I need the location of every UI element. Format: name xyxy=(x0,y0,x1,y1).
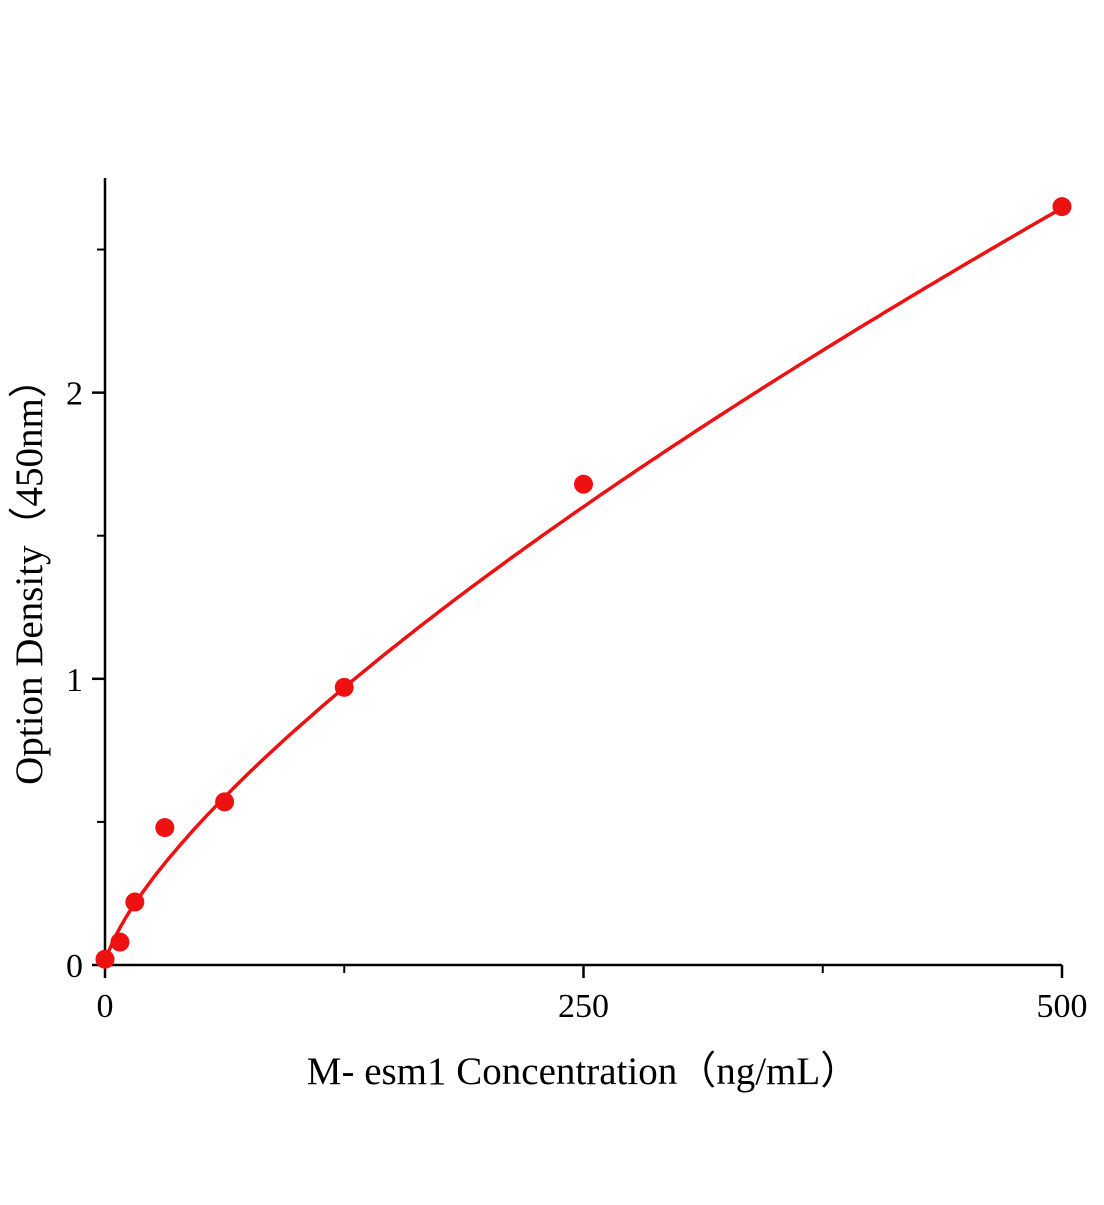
y-tick-label: 1 xyxy=(66,662,83,699)
data-point xyxy=(215,792,235,812)
data-point xyxy=(334,677,354,697)
y-tick-label: 0 xyxy=(66,948,83,985)
plot-area: 0 250 500 0 1 2 xyxy=(66,178,1088,1025)
y-axis-title: Option Density（450nm） xyxy=(8,359,51,785)
data-point xyxy=(574,474,593,494)
x-tick-label: 0 xyxy=(97,988,114,1025)
data-point xyxy=(1052,197,1072,217)
data-point xyxy=(125,892,145,912)
data-point xyxy=(110,932,130,952)
y-tick-label: 2 xyxy=(66,376,83,413)
x-axis-title: M- esm1 Concentration（ng/mL） xyxy=(307,1050,859,1093)
data-point xyxy=(155,818,175,838)
data-point xyxy=(95,949,115,969)
x-tick-label: 250 xyxy=(558,988,609,1025)
x-tick-label: 500 xyxy=(1037,988,1088,1025)
fit-curve xyxy=(103,206,1064,967)
